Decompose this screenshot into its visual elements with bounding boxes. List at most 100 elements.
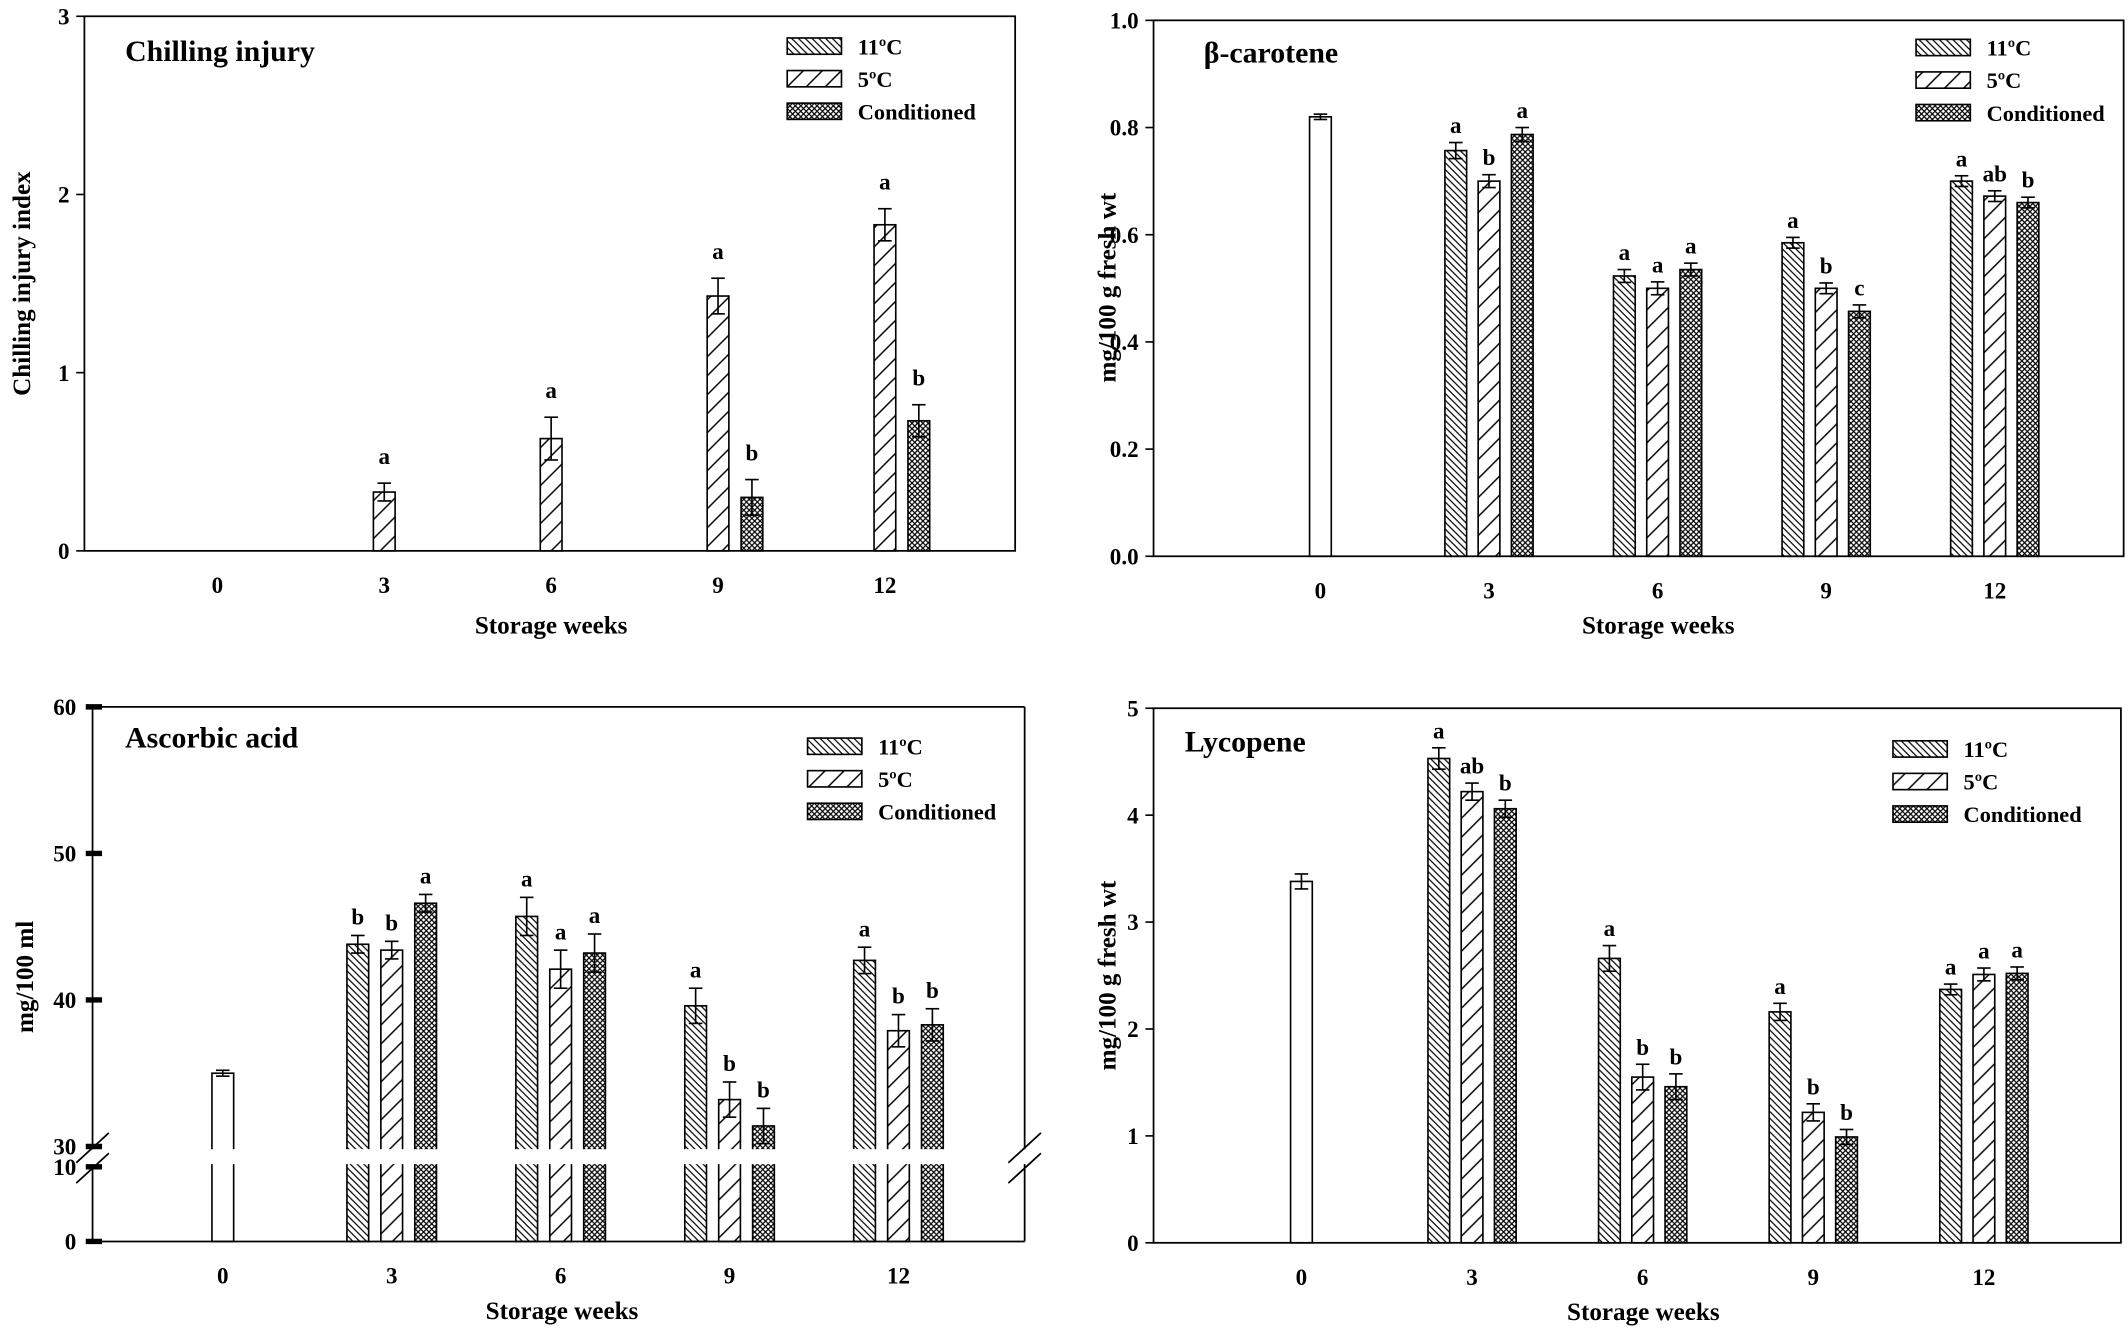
significance-letter: b — [912, 365, 925, 391]
legend-swatch — [1915, 71, 1972, 90]
significance-letter: a — [690, 956, 702, 982]
bar — [582, 952, 607, 1243]
legend-label: 11ºC — [1964, 737, 2009, 762]
significance-letter: a — [879, 169, 891, 195]
error-bar — [1819, 282, 1833, 295]
significance-letter: a — [1433, 717, 1445, 743]
x-tick-label: 12 — [1972, 1264, 1995, 1290]
plot-frame — [1152, 707, 2122, 1244]
y-tick-label: 4 — [1127, 802, 1139, 828]
legend-swatch — [1892, 739, 1949, 758]
error-bar — [1294, 873, 1309, 890]
significance-letter: a — [555, 918, 567, 944]
y-tick-label: 0.0 — [1110, 543, 1139, 569]
y-tick-label: 40 — [53, 987, 76, 1013]
bar — [907, 419, 931, 552]
bar — [852, 959, 877, 1243]
significance-letter: b — [1820, 252, 1833, 278]
significance-letter: a — [859, 915, 871, 941]
significance-letter: b — [385, 909, 398, 935]
legend-label: 5ºC — [878, 767, 913, 792]
y-tick-label: 2 — [58, 182, 70, 208]
x-tick-label: 6 — [1637, 1264, 1649, 1290]
y-tick-label: 10 — [53, 1154, 76, 1180]
significance-letter: b — [1636, 1034, 1649, 1060]
error-bar — [1482, 173, 1496, 189]
x-tick-label: 3 — [386, 1263, 398, 1289]
axis-break-gap — [93, 1149, 1024, 1165]
x-axis-label: Storage weeks — [475, 613, 628, 640]
legend-label: Conditioned — [1964, 802, 2083, 827]
bar — [1289, 880, 1314, 1244]
error-bar — [1498, 799, 1513, 819]
significance-letter: a — [1685, 233, 1697, 259]
error-bar — [878, 207, 892, 242]
significance-letter: a — [712, 238, 724, 264]
significance-letter: b — [1807, 1073, 1820, 1099]
error-bar — [1313, 113, 1328, 121]
error-bar — [1806, 1103, 1821, 1122]
error-bar — [1602, 944, 1617, 973]
x-tick-label: 0 — [212, 572, 224, 598]
x-tick-label: 12 — [1983, 577, 2006, 603]
x-tick-label: 12 — [873, 572, 896, 598]
legend-label: Conditioned — [878, 799, 997, 824]
error-bar — [1650, 281, 1665, 296]
bar — [1679, 268, 1703, 558]
y-tick-label: 0.4 — [1110, 329, 1139, 355]
significance-letter: b — [2022, 167, 2035, 193]
error-bar — [711, 277, 725, 315]
error-bar — [1943, 983, 1958, 996]
error-bar — [1465, 782, 1479, 801]
significance-letter: b — [926, 977, 939, 1003]
y-tick-label: 1.0 — [1110, 7, 1139, 33]
chart-title: Ascorbic acid — [125, 722, 299, 755]
legend-swatch — [806, 802, 863, 821]
legend-label: Conditioned — [1987, 101, 2106, 126]
legend-label: 5ºC — [1964, 770, 1999, 795]
significance-letter: c — [1854, 274, 1864, 300]
y-tick-label: 30 — [53, 1134, 76, 1160]
y-axis-label: mg/100 ml — [12, 921, 39, 1033]
chart-title: Chilling injury — [125, 35, 315, 68]
legend-swatch — [1892, 805, 1949, 824]
x-tick-label: 9 — [712, 572, 724, 598]
bar — [1801, 1111, 1825, 1244]
x-tick-label: 6 — [545, 572, 557, 598]
error-bar — [1954, 174, 1969, 188]
bar — [1664, 1085, 1688, 1244]
significance-letter: a — [1619, 239, 1631, 265]
legend-swatch — [1915, 38, 1972, 57]
legend-swatch — [806, 737, 863, 756]
y-tick-label: 50 — [53, 841, 76, 867]
legend: 11ºC 5ºC Conditioned — [806, 734, 997, 824]
y-tick-label: 5 — [1127, 695, 1139, 721]
legend: 11ºC 5ºC Conditioned — [1892, 737, 2083, 827]
legend-swatch — [1915, 103, 1972, 122]
significance-letter: a — [1516, 97, 1528, 123]
legend-label: 11ºC — [1987, 36, 2032, 61]
x-tick-label: 9 — [1820, 577, 1832, 603]
error-bar — [1617, 268, 1632, 284]
error-bar — [891, 1013, 906, 1048]
error-bar — [216, 1069, 230, 1077]
error-bar — [1448, 141, 1463, 160]
significance-letter: a — [1945, 954, 1957, 980]
significance-letter: b — [1669, 1043, 1682, 1069]
bar — [548, 968, 573, 1243]
chart-title: Lycopene — [1185, 726, 1306, 759]
significance-letter: a — [1787, 207, 1799, 233]
significance-letter: a — [1956, 145, 1968, 171]
x-tick-label: 3 — [1483, 577, 1495, 603]
significance-letter: a — [521, 866, 533, 892]
y-tick-label: 0 — [1127, 1230, 1139, 1256]
bar — [1983, 195, 2007, 558]
error-bar — [418, 893, 433, 913]
bar — [1308, 116, 1333, 558]
bar — [1949, 180, 1974, 558]
error-bar — [351, 934, 365, 954]
error-bar — [587, 933, 602, 973]
